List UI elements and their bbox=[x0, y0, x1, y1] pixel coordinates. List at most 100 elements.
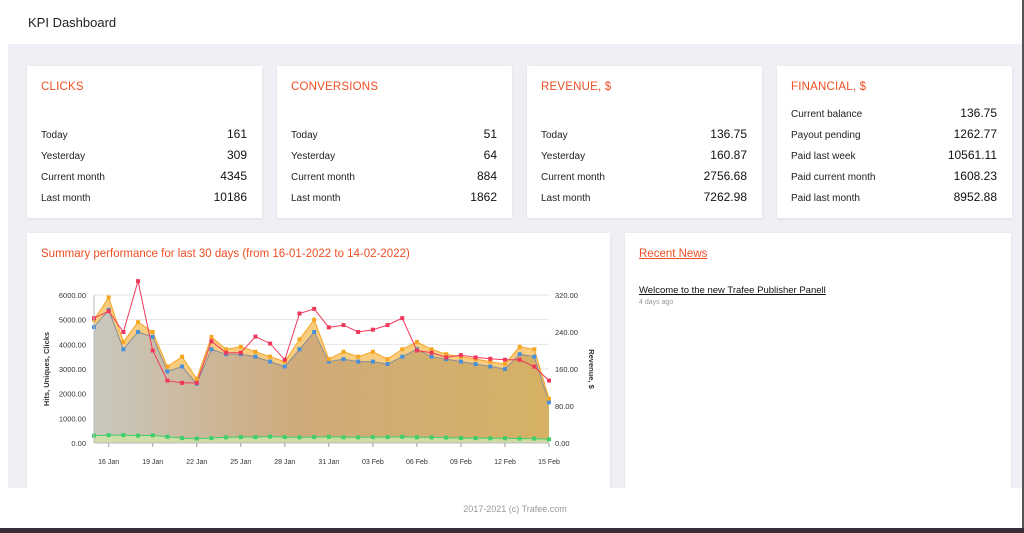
revenue-point bbox=[547, 378, 551, 383]
hits-point bbox=[136, 320, 141, 325]
revenue-point bbox=[326, 325, 331, 330]
hits-point bbox=[341, 349, 346, 354]
uniques-point bbox=[136, 330, 141, 334]
revenue-point bbox=[194, 380, 199, 385]
conversions-area bbox=[94, 435, 549, 443]
stat-row: Yesterday 160.87 bbox=[541, 147, 747, 167]
hits-point bbox=[385, 357, 390, 362]
summary-chart-card: Summary performance for last 30 days (fr… bbox=[27, 233, 610, 493]
hits-point bbox=[532, 347, 537, 352]
stat-value: 4345 bbox=[220, 169, 247, 183]
card-title: CONVERSIONS bbox=[291, 81, 379, 93]
clicks-card: CLICKS Today 161 Yesterday 309 Current mon… bbox=[27, 66, 262, 218]
hits-point bbox=[165, 364, 170, 369]
hits-point bbox=[209, 334, 214, 339]
y-tick-label: 4000.00 bbox=[59, 340, 86, 349]
recent-news-title[interactable]: Recent News bbox=[639, 248, 708, 260]
stat-row: Today 136.75 bbox=[541, 126, 747, 146]
conversions-point bbox=[444, 435, 449, 440]
conversions-point bbox=[532, 436, 537, 441]
financial-card: FINANCIAL, $ Current balance 136.75 Payou… bbox=[777, 66, 1012, 218]
stat-value: 51 bbox=[483, 127, 497, 141]
revenue-point bbox=[224, 350, 229, 355]
revenue-point bbox=[488, 356, 493, 361]
conversions-point bbox=[165, 434, 170, 439]
revenue-point bbox=[297, 311, 302, 316]
y2-tick-label: 320.00 bbox=[555, 291, 578, 300]
y-tick-label: 2000.00 bbox=[59, 390, 86, 399]
uniques-point bbox=[268, 359, 273, 364]
revenue-point bbox=[473, 355, 478, 360]
stat-value: 309 bbox=[226, 148, 247, 162]
card-title: CLICKS bbox=[41, 81, 84, 93]
y2-axis-label: Revenue, $ bbox=[587, 349, 596, 389]
uniques-point bbox=[458, 359, 463, 364]
y-tick-label: 0.00 bbox=[71, 439, 86, 448]
uniques-point bbox=[356, 359, 361, 364]
page-title: KPI Dashboard bbox=[28, 15, 117, 30]
stat-label: Current month bbox=[541, 172, 605, 183]
stat-value: 64 bbox=[483, 148, 497, 162]
uniques-point bbox=[547, 400, 551, 405]
x-tick-label: 22 Jan bbox=[186, 459, 207, 466]
revenue-point bbox=[136, 279, 141, 284]
stat-row: Current balance 136.75 bbox=[791, 105, 997, 125]
hits-point bbox=[326, 357, 331, 362]
card-title: FINANCIAL, $ bbox=[791, 81, 867, 93]
uniques-point bbox=[341, 357, 346, 362]
stat-row: Yesterday 64 bbox=[291, 147, 497, 167]
hits-line bbox=[93, 296, 550, 399]
revenue-point bbox=[370, 327, 375, 332]
stat-label: Yesterday bbox=[541, 151, 586, 162]
uniques-point bbox=[370, 359, 375, 364]
conversions-point bbox=[297, 435, 302, 440]
y2-tick-label: 240.00 bbox=[555, 328, 578, 337]
hits-point bbox=[150, 330, 155, 334]
revenue-point bbox=[209, 339, 214, 344]
conversions-point bbox=[385, 435, 390, 440]
hits-point bbox=[268, 354, 273, 359]
conversions-point bbox=[312, 435, 317, 440]
stat-label: Paid last month bbox=[791, 193, 860, 204]
news-item-link[interactable]: Welcome to the new Trafee Publisher Pane… bbox=[639, 285, 826, 296]
stat-label: Paid current month bbox=[791, 172, 876, 183]
stat-value: 136.75 bbox=[710, 127, 747, 141]
conversions-point bbox=[180, 436, 185, 441]
uniques-point bbox=[488, 364, 493, 369]
conversions-point bbox=[136, 433, 141, 438]
revenue-point bbox=[385, 323, 390, 328]
uniques-point bbox=[282, 364, 287, 369]
window-left-edge bbox=[0, 0, 8, 533]
conversions-point bbox=[414, 435, 419, 440]
summary-chart: 0.00 1000.00 2000.00 3000.00 4000.00 5000.00 6… bbox=[42, 279, 596, 466]
y-tick-label: 5000.00 bbox=[59, 316, 86, 325]
stat-value: 2756.68 bbox=[703, 169, 747, 183]
conversions-point bbox=[473, 436, 478, 441]
conversions-point bbox=[356, 435, 361, 440]
revenue-point bbox=[165, 378, 170, 383]
hits-point bbox=[444, 352, 449, 357]
hits-point bbox=[356, 354, 361, 359]
stat-row: Current month 2756.68 bbox=[541, 168, 747, 188]
conversions-point bbox=[194, 436, 199, 441]
x-tick-label: 03 Feb bbox=[362, 459, 384, 466]
revenue-point bbox=[312, 306, 317, 311]
revenue-line bbox=[93, 280, 550, 384]
stat-label: Today bbox=[291, 130, 318, 141]
recent-news-card: Recent News Welcome to the new Trafee Pu… bbox=[625, 233, 1011, 493]
stat-value: 1608.23 bbox=[953, 169, 997, 183]
y2-tick-label: 160.00 bbox=[555, 365, 578, 374]
conversions-point bbox=[238, 435, 243, 440]
stat-label: Current balance bbox=[791, 109, 863, 120]
x-tick-label: 25 Jan bbox=[230, 459, 251, 466]
stat-row: Paid current month 1608.23 bbox=[791, 168, 997, 188]
revenue-point bbox=[429, 350, 434, 355]
hits-point bbox=[180, 354, 185, 359]
y-axis-label: Hits, Uniques, Clicks bbox=[42, 332, 51, 406]
conversions-card: CONVERSIONS Today 51 Yesterday 64 Current … bbox=[277, 66, 512, 218]
hits-point bbox=[488, 359, 493, 364]
window-right-edge bbox=[1022, 0, 1024, 533]
conversions-point bbox=[458, 436, 463, 441]
revenue-point bbox=[414, 348, 419, 353]
uniques-point bbox=[150, 334, 155, 339]
